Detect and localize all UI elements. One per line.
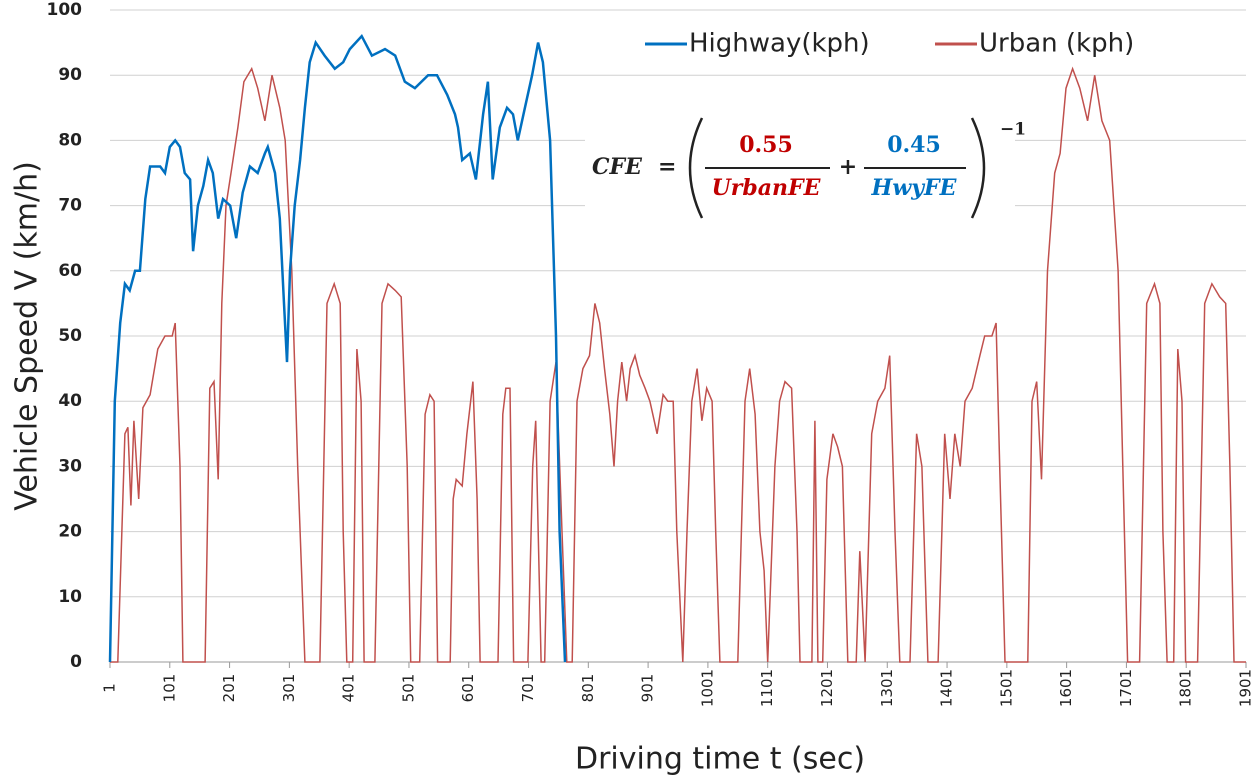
x-tick-label: 101	[160, 674, 178, 703]
x-tick-label: 1	[101, 683, 119, 693]
x-tick-label: 701	[519, 674, 537, 703]
x-tick-label: 1201	[818, 669, 836, 707]
y-tick-label: 100	[47, 0, 83, 20]
y-tick-label: 70	[58, 196, 82, 216]
series-line	[110, 66, 1246, 663]
x-tick-label: 1801	[1177, 669, 1195, 707]
x-tick-label: 1701	[1117, 669, 1135, 707]
x-tick-label: 1301	[878, 669, 896, 707]
y-tick-label: 50	[58, 326, 82, 346]
paren-right	[970, 117, 986, 219]
legend-label: Highway(kph)	[689, 29, 870, 59]
x-tick-label: 1101	[758, 669, 776, 707]
x-tick-label: 901	[639, 674, 657, 703]
legend-label: Urban (kph)	[979, 29, 1134, 59]
x-tick-label: 201	[220, 674, 238, 703]
y-tick-label: 30	[58, 456, 82, 476]
y-tick-label: 10	[58, 587, 82, 607]
eq-den2: HwyFE	[871, 175, 958, 201]
series-line	[108, 33, 567, 663]
x-tick-label: 1901	[1237, 669, 1255, 707]
y-tick-label: 40	[58, 391, 82, 411]
eq-sign: =	[658, 154, 676, 180]
y-tick-label: 20	[58, 522, 82, 542]
y-tick-label: 0	[70, 652, 82, 672]
y-tick-label: 80	[58, 130, 82, 150]
x-tick-label: 1501	[997, 669, 1015, 707]
x-tick-label: 501	[399, 674, 417, 703]
annotation-box	[585, 115, 1015, 215]
eq-num1: 0.55	[739, 132, 793, 158]
eq-num2: 0.45	[887, 132, 941, 158]
eq-lhs: CFE	[592, 154, 643, 180]
eq-plus: +	[839, 154, 857, 180]
eq-exp: −1	[1000, 120, 1026, 140]
x-tick-label: 1001	[698, 669, 716, 707]
x-tick-label: 301	[280, 674, 298, 703]
x-axis-label: Driving time t (sec)	[575, 742, 865, 777]
y-axis-label: Vehicle Speed V (km/h)	[10, 161, 45, 511]
y-tick-label: 90	[58, 65, 82, 85]
x-tick-label: 1401	[938, 669, 956, 707]
x-tick-label: 801	[579, 674, 597, 703]
eq-den1: UrbanFE	[712, 175, 822, 201]
x-tick-label: 401	[340, 674, 358, 703]
y-tick-label: 60	[58, 261, 82, 281]
x-tick-label: 601	[459, 674, 477, 703]
x-tick-label: 1601	[1057, 669, 1075, 707]
paren-left	[688, 117, 704, 219]
